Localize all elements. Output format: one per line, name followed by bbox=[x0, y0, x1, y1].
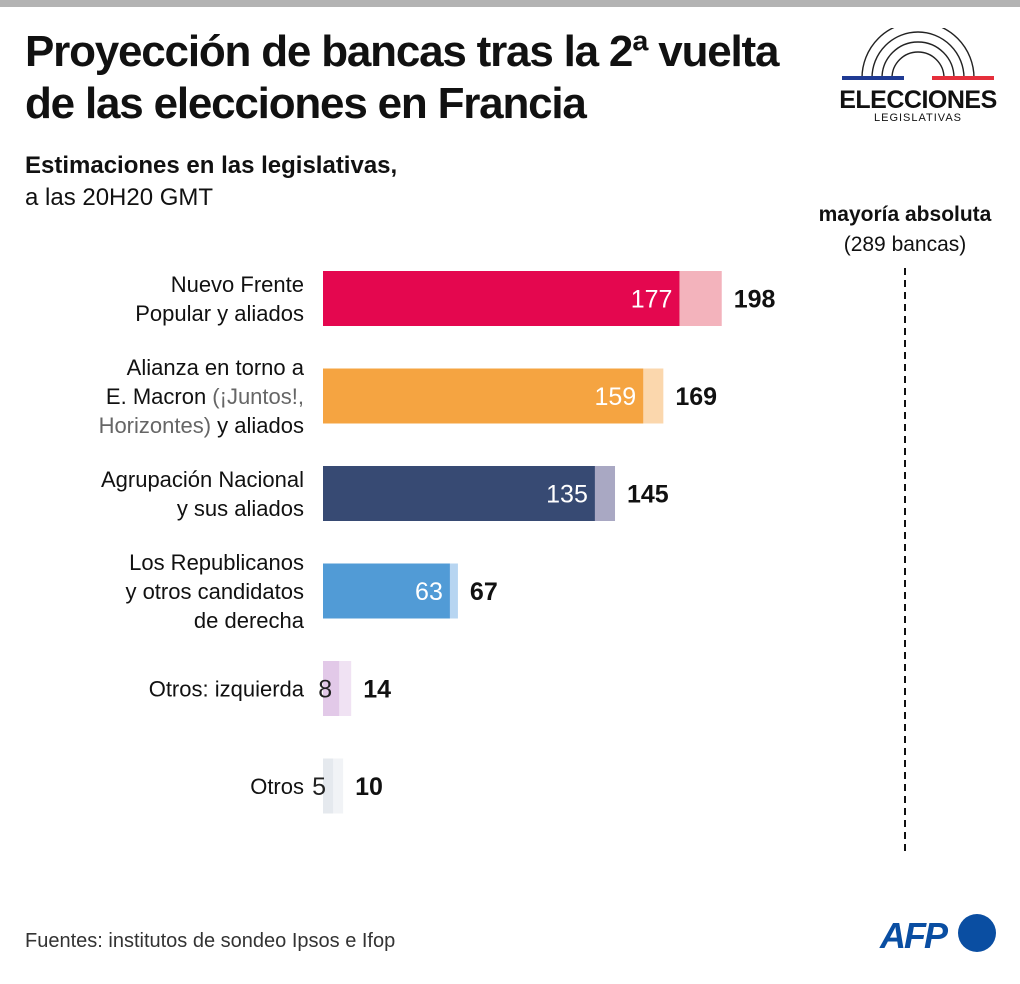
afp-dot-icon bbox=[958, 914, 996, 952]
afp-logo-text: AFP bbox=[880, 915, 948, 956]
subtitle-line-1: Estimaciones en las legislativas, bbox=[25, 152, 398, 179]
category-label-4: Otros: izquierda bbox=[149, 677, 305, 702]
value-label-min-0: 177 bbox=[631, 286, 673, 314]
value-label-min-2: 135 bbox=[546, 481, 588, 509]
subtitle: Estimaciones en las legislativas, a las … bbox=[25, 150, 625, 214]
bar-min-1 bbox=[323, 368, 644, 424]
category-label-0: Nuevo Frente Popular y aliados bbox=[135, 272, 304, 326]
top-rule bbox=[0, 0, 1020, 7]
hemicycle-icon bbox=[842, 28, 994, 80]
value-label-max-4: 14 bbox=[363, 676, 391, 704]
bar-min-5 bbox=[323, 758, 334, 814]
value-label-min-3: 63 bbox=[415, 578, 443, 606]
category-label-3: Los Republicanos y otros candidatos de der… bbox=[125, 550, 304, 633]
source-note: Fuentes: institutos de sondeo Ipsos e If… bbox=[25, 930, 396, 952]
value-label-max-3: 67 bbox=[470, 578, 498, 606]
value-label-max-2: 145 bbox=[627, 481, 669, 509]
category-label-1: Alianza en torno a E. Macron (¡Juntos!, Ho… bbox=[99, 355, 305, 438]
elections-logo: ELECCIONES LEGISLATIVAS bbox=[836, 28, 1000, 128]
majority-annotation: mayoría absoluta (289 bancas) bbox=[790, 200, 1020, 260]
category-label-5: Otros bbox=[250, 774, 304, 799]
majority-detail: (289 bancas) bbox=[843, 233, 967, 256]
page-title: Proyección de bancas tras la 2ª vuelta d… bbox=[25, 27, 779, 128]
value-label-min-5: 5 bbox=[312, 773, 326, 801]
category-label-2: Agrupación Nacional y sus aliados bbox=[101, 467, 304, 521]
value-label-min-1: 159 bbox=[594, 383, 636, 411]
bar-min-3 bbox=[323, 563, 450, 619]
bar-min-2 bbox=[323, 466, 595, 521]
bar-min-0 bbox=[323, 271, 680, 326]
majority-label: mayoría absoluta bbox=[818, 203, 992, 226]
value-label-min-4: 8 bbox=[318, 676, 332, 704]
afp-logo: AFP bbox=[880, 912, 1000, 958]
logo-main-text: ELECCIONES bbox=[839, 86, 997, 114]
value-label-max-0: 198 bbox=[734, 286, 776, 314]
bar-min-4 bbox=[323, 661, 340, 716]
value-label-max-1: 169 bbox=[675, 383, 717, 411]
value-label-max-5: 10 bbox=[355, 773, 383, 801]
logo-sub-text: LEGISLATIVAS bbox=[873, 112, 962, 124]
subtitle-line-2: a las 20H20 GMT bbox=[25, 184, 214, 211]
